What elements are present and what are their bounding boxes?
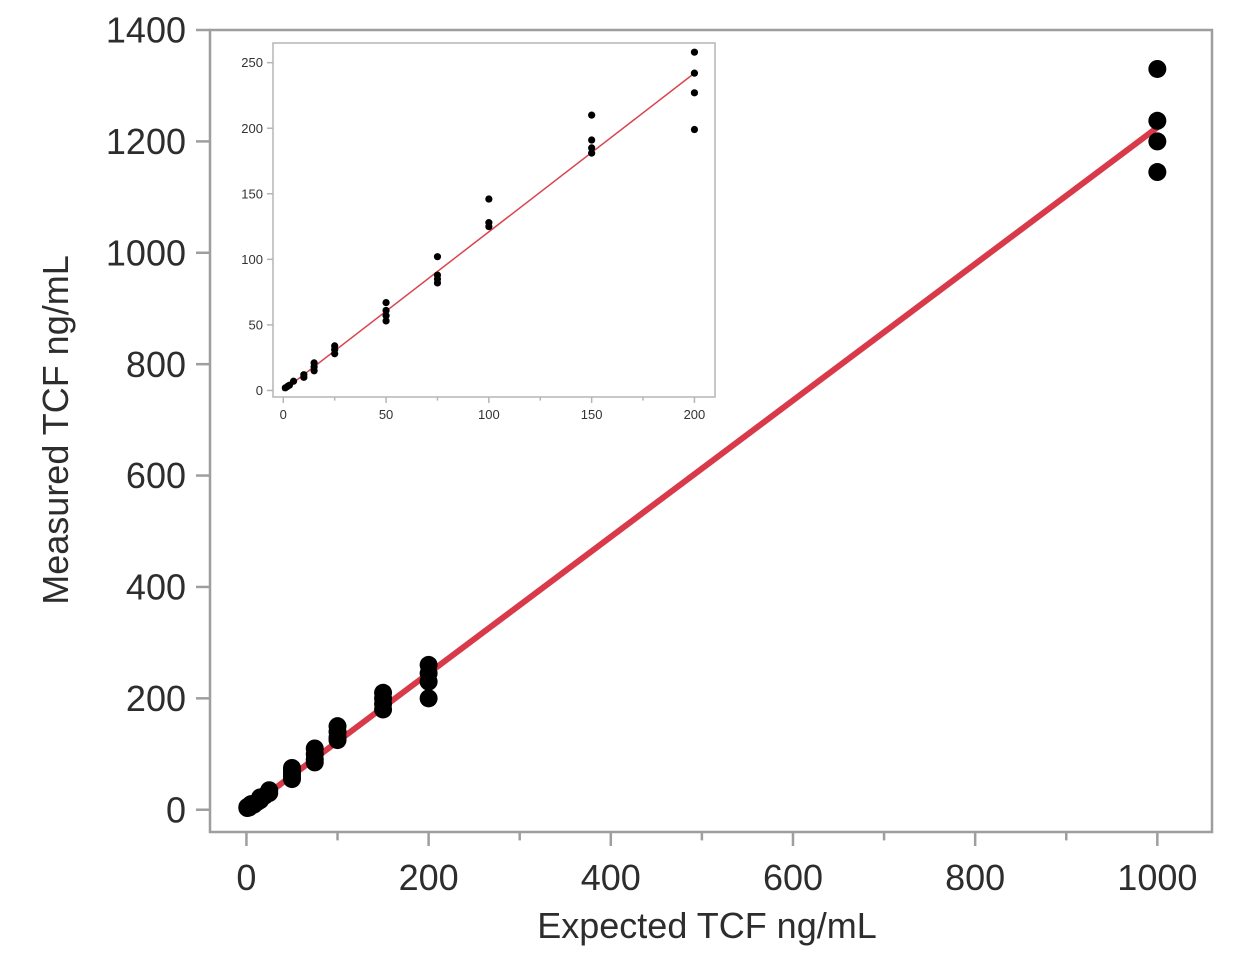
inset-regression-line xyxy=(282,72,696,392)
inset-x-tick-label: 200 xyxy=(684,407,706,422)
inset-frame xyxy=(272,42,716,398)
inset-data-point xyxy=(485,195,493,203)
inset-data-point xyxy=(300,371,308,379)
inset-data-point xyxy=(485,219,493,227)
data-point xyxy=(328,717,347,736)
inset-data-point xyxy=(382,312,390,320)
inset-y-tick-label: 250 xyxy=(241,55,263,70)
data-point xyxy=(419,655,438,674)
inset-x-tick-label: 150 xyxy=(581,407,603,422)
y-tick-label: 1400 xyxy=(106,10,186,51)
inset-y-tick-label: 50 xyxy=(249,317,263,332)
x-tick-label: 0 xyxy=(236,857,256,898)
inset-data-point xyxy=(433,271,442,279)
inset-data-point xyxy=(331,342,339,350)
inset-data-point xyxy=(690,125,699,134)
data-point xyxy=(1148,132,1167,151)
inset-data-point xyxy=(690,69,699,77)
x-axis-title: Expected TCF ng/mL xyxy=(537,905,877,946)
y-tick-label: 800 xyxy=(126,344,186,385)
inset-x-tick-label: 50 xyxy=(379,407,393,422)
inset-plot: 0 50 100 150 200 250 0 50 100 150 200 xyxy=(241,42,716,422)
inset-data-point xyxy=(382,306,390,315)
x-tick-label: 800 xyxy=(945,857,1005,898)
data-point xyxy=(419,689,438,708)
data-point xyxy=(1148,111,1167,130)
inset-data-point xyxy=(310,359,318,367)
inset-data-point xyxy=(382,299,390,307)
y-tick-label: 1200 xyxy=(106,121,186,162)
x-tick-label: 1000 xyxy=(1117,857,1197,898)
y-tick-label: 200 xyxy=(126,678,186,719)
regression-line xyxy=(243,124,1161,813)
data-point xyxy=(1148,59,1167,78)
y-tick-label: 400 xyxy=(126,567,186,608)
inset-x-tick-label: 0 xyxy=(280,407,287,422)
inset-y-tick-label: 100 xyxy=(241,252,263,267)
inset-data-point xyxy=(382,317,390,325)
data-point xyxy=(260,781,279,800)
inset-data-point xyxy=(690,48,699,56)
inset-data-point xyxy=(690,89,699,97)
inset-data-point xyxy=(588,111,596,119)
x-tick-label: 600 xyxy=(763,857,823,898)
inset-data-point xyxy=(588,144,596,152)
inset-x-tick-label: 100 xyxy=(478,407,500,422)
y-axis-title: Measured TCF ng/mL xyxy=(35,255,76,604)
data-point xyxy=(374,683,393,702)
data-point xyxy=(305,739,324,758)
inset-y-tick-label: 0 xyxy=(256,383,263,398)
inset-data-point xyxy=(588,136,596,144)
inset-y-tick-label: 150 xyxy=(241,186,263,201)
inset-y-tick-label: 200 xyxy=(241,121,263,136)
data-point xyxy=(282,758,301,777)
data-point xyxy=(1148,163,1167,182)
inset-data-point xyxy=(289,377,298,385)
y-tick-label: 600 xyxy=(126,455,186,496)
x-tick-label: 200 xyxy=(399,857,459,898)
y-tick-label: 0 xyxy=(166,789,186,830)
y-tick-label: 1000 xyxy=(106,232,186,273)
inset-data-point xyxy=(588,149,596,157)
x-tick-label: 400 xyxy=(581,857,641,898)
inset-data-point xyxy=(433,253,442,261)
